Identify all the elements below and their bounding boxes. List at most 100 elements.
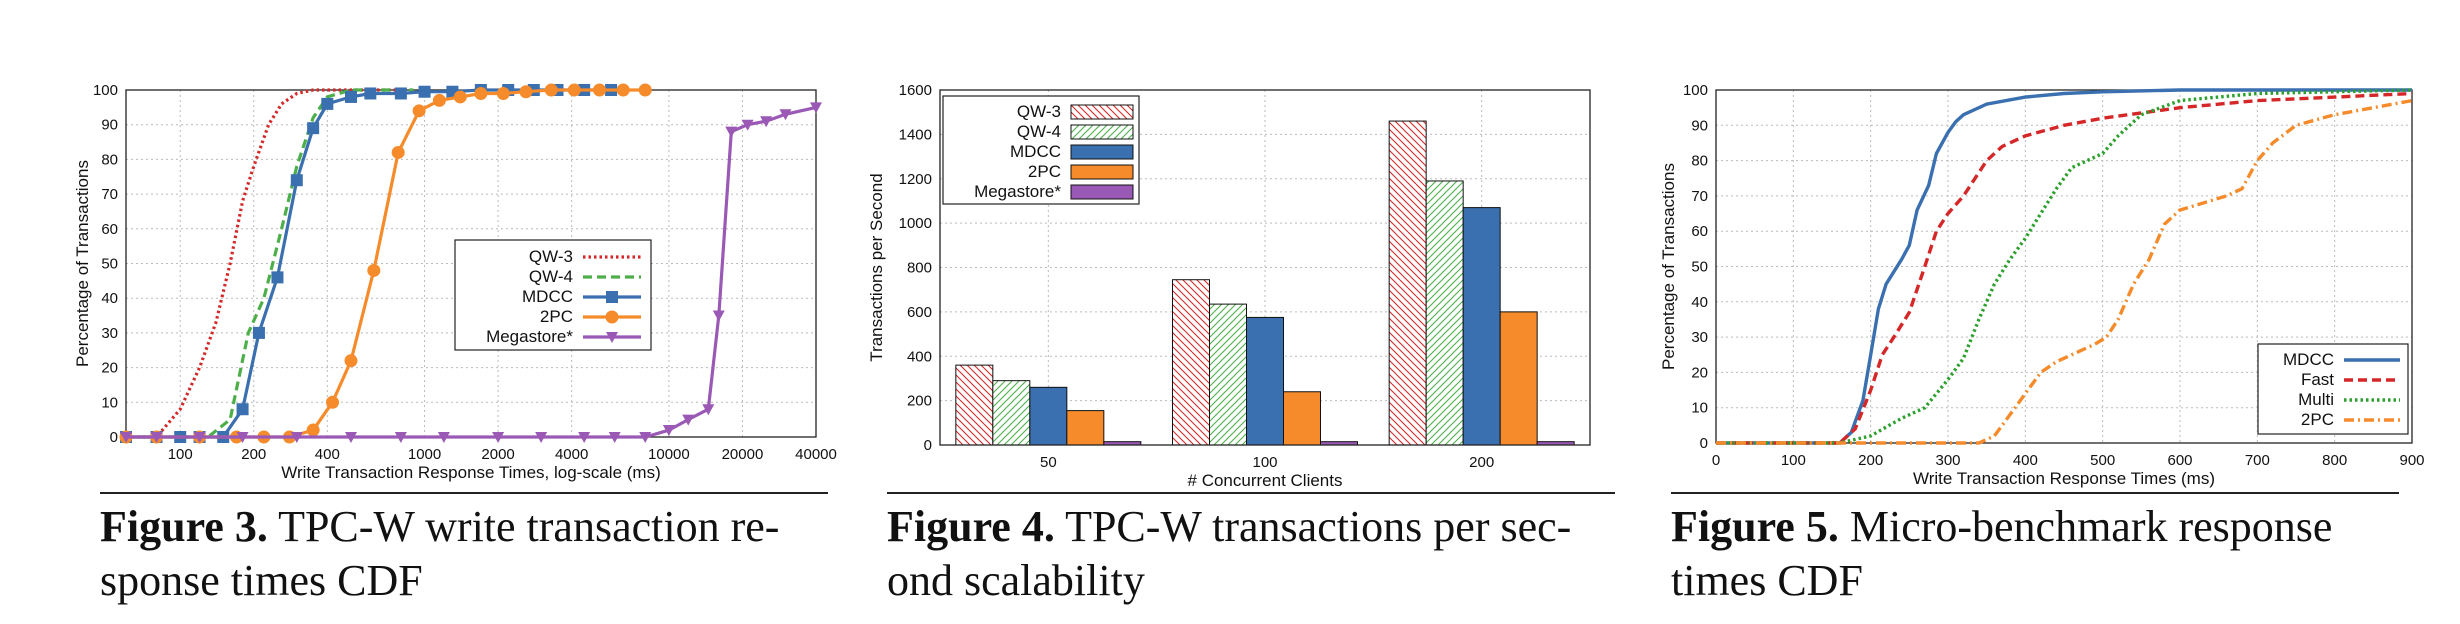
c1-xtick-label: 200 xyxy=(241,446,266,463)
c1-ytick-label: 70 xyxy=(101,186,118,203)
c1-xtick-label: 100 xyxy=(168,446,193,463)
c1-marker-MDCC xyxy=(252,326,265,339)
c1-marker-2PC xyxy=(391,145,405,159)
c3-ytick-label: 90 xyxy=(1691,117,1708,134)
c1-y-axis-label: Percentage of Transactions xyxy=(73,160,92,367)
caption-rule xyxy=(887,492,1615,494)
c3-ytick-label: 10 xyxy=(1691,400,1708,417)
c2-bar-MDCC xyxy=(1246,316,1284,446)
figure4-label: Figure 4. xyxy=(887,502,1055,551)
c1-legend-label: Megastore* xyxy=(486,327,573,346)
c3-xtick-label: 800 xyxy=(2322,452,2347,469)
c3-ytick-label: 100 xyxy=(1683,82,1708,99)
c1-marker-Megastore* xyxy=(150,432,163,443)
c3-ytick-label: 40 xyxy=(1691,294,1708,311)
c3-xtick-label: 900 xyxy=(2399,452,2424,469)
c1-marker-2PC xyxy=(367,263,381,277)
figure4-caption: Figure 4. TPC-W transactions per sec- on… xyxy=(887,500,1617,608)
c1-xtick-label: 2000 xyxy=(481,446,514,463)
c2-legend-swatch xyxy=(1070,184,1134,200)
c1-marker-Megastore* xyxy=(639,432,652,443)
c1-marker-2PC xyxy=(519,85,533,99)
c2-ytick-label: 600 xyxy=(907,304,932,321)
c2-xtick-label: 200 xyxy=(1469,454,1494,471)
c3-xtick-label: 200 xyxy=(1858,452,1883,469)
c1-marker-Megastore* xyxy=(760,116,773,128)
c3-series-line-MDCC xyxy=(1716,88,2412,445)
c1-marker-MDCC xyxy=(271,271,284,284)
c2-legend-label: QW-3 xyxy=(1017,102,1061,121)
c1-marker-2PC xyxy=(325,395,339,409)
c1-marker-2PC xyxy=(496,86,510,100)
c1-marker-Megastore* xyxy=(810,102,822,114)
c3-ytick-label: 80 xyxy=(1691,153,1708,170)
c1-marker-MDCC xyxy=(394,87,407,100)
c2-ytick-label: 200 xyxy=(907,393,932,410)
c1-marker-Megastore* xyxy=(725,126,738,138)
c1-xtick-label: 4000 xyxy=(555,446,588,463)
c1-legend-label: 2PC xyxy=(540,307,573,326)
c1-marker-Megastore* xyxy=(492,432,505,443)
c1-marker-2PC xyxy=(453,90,467,104)
c1-marker-Megastore* xyxy=(290,432,303,443)
c1-marker-2PC xyxy=(474,86,488,100)
c1-ytick-label: 50 xyxy=(101,256,118,273)
c1-ytick-label: 0 xyxy=(110,429,118,446)
c1-series-line-Megastore* xyxy=(126,105,817,439)
c1-marker-MDCC xyxy=(290,174,303,187)
c2-bar-QW-3 xyxy=(955,364,994,446)
c3-xtick-label: 0 xyxy=(1712,452,1720,469)
c1-marker-MDCC xyxy=(321,97,334,110)
figure5-label: Figure 5. xyxy=(1671,502,1839,551)
c3-x-axis-label: Write Transaction Response Times (ms) xyxy=(1913,469,2215,488)
c1-marker-MDCC xyxy=(236,403,249,416)
c1-ytick-label: 30 xyxy=(101,325,118,342)
c3-xtick-label: 100 xyxy=(1781,452,1806,469)
c2-legend-label: QW-4 xyxy=(1017,122,1061,141)
c3-series-line-2PC xyxy=(1716,98,2413,445)
c2-ytick-label: 800 xyxy=(907,260,932,277)
c2-ytick-label: 1600 xyxy=(899,82,932,99)
c1-marker-MDCC xyxy=(307,122,320,135)
c1-xtick-label: 40000 xyxy=(795,446,837,463)
c2-y-axis-label: Transactions per Second xyxy=(867,173,886,361)
c1-xtick-label: 10000 xyxy=(648,446,690,463)
c1-legend-label: MDCC xyxy=(522,287,573,306)
figure5-text: Micro-benchmark response xyxy=(1849,502,2333,551)
c3-y-axis-label: Percentage of Transactions xyxy=(1659,163,1678,370)
c3-xtick-label: 700 xyxy=(2245,452,2270,469)
c1-series-line-QW-4 xyxy=(126,88,414,439)
c2-legend-label: 2PC xyxy=(1028,162,1061,181)
c2-bar-QW-3 xyxy=(1388,120,1427,446)
c2-bar-QW-3 xyxy=(1172,279,1210,446)
c1-marker-Megastore* xyxy=(578,432,591,443)
c1-marker-2PC xyxy=(567,83,581,97)
c1-xtick-label: 20000 xyxy=(722,446,764,463)
c3-xtick-label: 300 xyxy=(1935,452,1960,469)
c1-marker-Megastore* xyxy=(236,432,249,443)
c2-ytick-label: 400 xyxy=(907,348,932,365)
c2-legend-swatch xyxy=(1070,104,1134,120)
c1-ytick-label: 20 xyxy=(101,360,118,377)
c2-ytick-label: 1200 xyxy=(899,171,932,188)
c1-marker-Megastore* xyxy=(120,432,132,443)
c2-bar-QW-4 xyxy=(1209,303,1247,446)
c1-marker-Megastore* xyxy=(437,432,450,443)
c1-marker-Megastore* xyxy=(779,109,792,121)
c3-xtick-label: 600 xyxy=(2167,452,2192,469)
c2-frame xyxy=(939,89,1591,446)
c2-ytick-label: 1000 xyxy=(899,215,932,232)
c1-marker-MDCC xyxy=(364,87,377,100)
c1-marker-2PC xyxy=(344,354,358,368)
c1-marker-2PC xyxy=(544,83,558,97)
c1-marker-2PC xyxy=(412,104,426,118)
c1-ytick-label: 10 xyxy=(101,394,118,411)
c1-marker-Megastore* xyxy=(608,432,621,443)
c3-ytick-label: 20 xyxy=(1691,364,1708,381)
figure3-label: Figure 3. xyxy=(100,502,268,551)
c1-marker-2PC xyxy=(616,83,630,97)
c3-legend-label: MDCC xyxy=(2283,350,2334,369)
c1-legend-marker xyxy=(605,310,619,324)
c1-ytick-label: 60 xyxy=(101,221,118,238)
c1-marker-Megastore* xyxy=(741,119,754,131)
